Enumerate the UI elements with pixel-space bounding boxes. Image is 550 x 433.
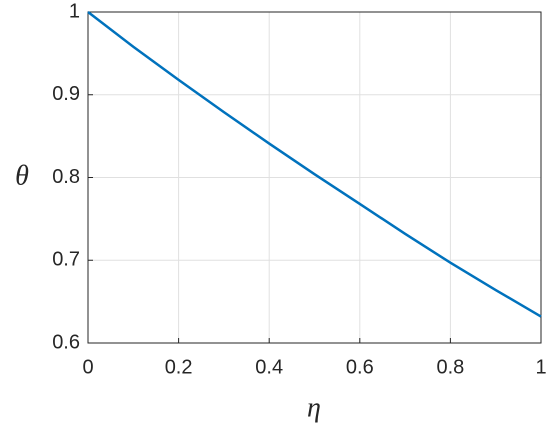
y-tick-label: 1 [69, 0, 80, 22]
x-tick-label: 1 [535, 356, 546, 378]
x-tick-label: 0.6 [346, 356, 374, 378]
data-line [87, 11, 542, 318]
axes-box [87, 11, 542, 344]
x-tick-label: 0.4 [255, 356, 283, 378]
x-tick-label: 0 [82, 356, 93, 378]
y-tick-label: 0.8 [52, 166, 80, 188]
x-tick-label: 0.8 [436, 356, 464, 378]
y-tick-label: 0.9 [52, 83, 80, 105]
y-axis-label: θ [15, 160, 29, 191]
y-tick-label: 0.6 [52, 331, 80, 353]
y-tick-label: 0.7 [52, 249, 80, 271]
x-axis-label: η [307, 392, 321, 423]
x-tick-label: 0.2 [165, 356, 193, 378]
